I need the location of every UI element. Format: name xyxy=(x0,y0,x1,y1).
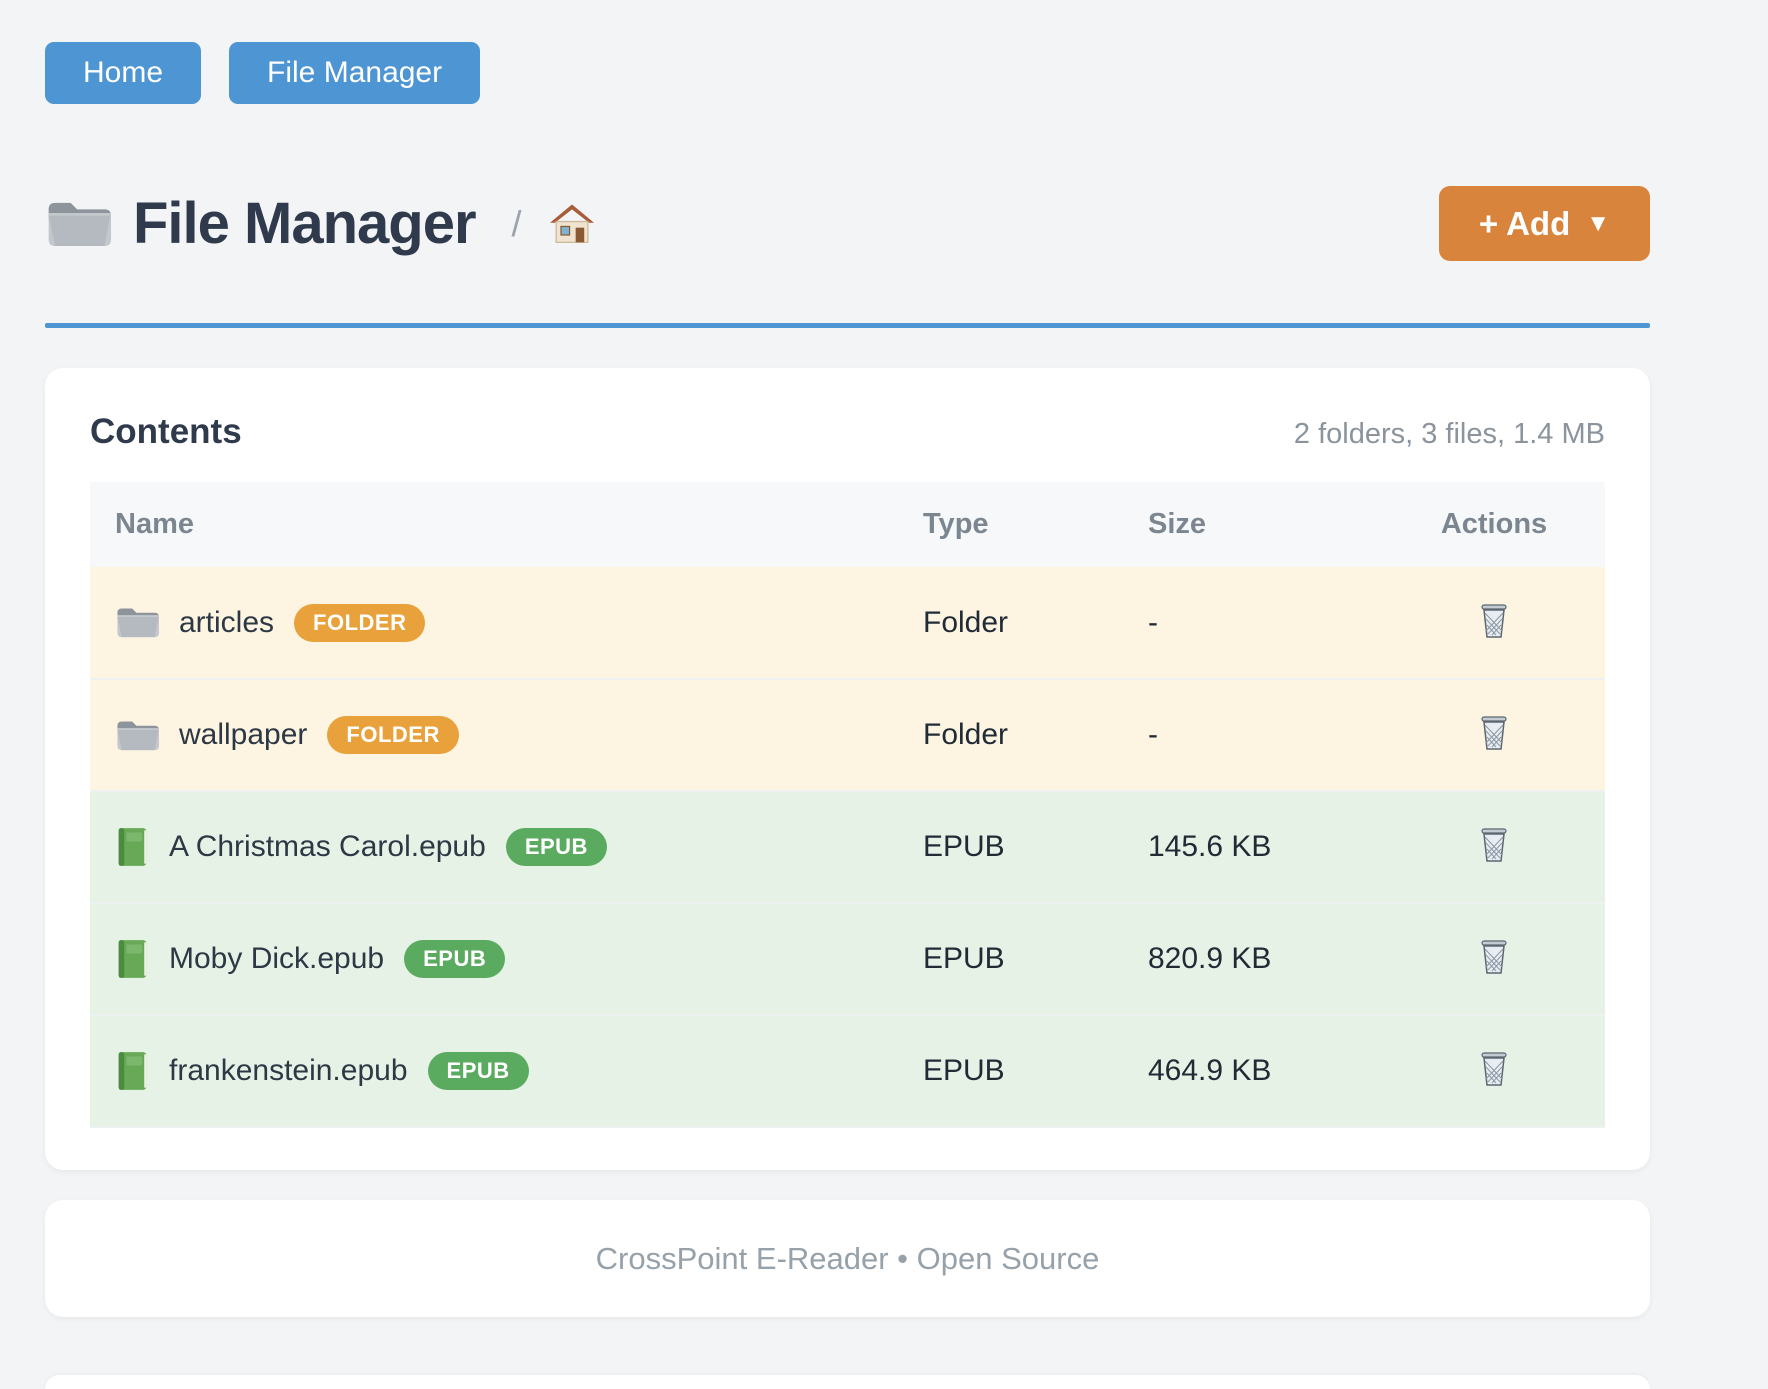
page: Home File Manager File Manager / xyxy=(45,0,1650,1389)
cell-size: 820.9 KB xyxy=(1148,903,1383,1015)
file-name-link[interactable]: frankenstein.epub xyxy=(169,1054,408,1087)
contents-summary: 2 folders, 3 files, 1.4 MB xyxy=(1293,418,1605,450)
table-row: A Christmas Carol.epub EPUB EPUB 145.6 KB xyxy=(90,791,1605,903)
header-divider xyxy=(45,323,1650,328)
type-badge: EPUB xyxy=(505,828,607,866)
top-nav: Home File Manager xyxy=(45,42,1650,104)
cell-size: 464.9 KB xyxy=(1148,1015,1383,1127)
trash-icon xyxy=(1478,1050,1510,1088)
column-header-name: Name xyxy=(90,482,923,567)
cell-actions xyxy=(1383,567,1605,679)
name-wrap: articles FOLDER xyxy=(115,603,923,642)
table-row: Moby Dick.epub EPUB EPUB 820.9 KB xyxy=(90,903,1605,1015)
delete-button[interactable] xyxy=(1474,934,1514,980)
add-button[interactable]: + Add ▼ xyxy=(1438,186,1650,261)
cell-type: Folder xyxy=(923,567,1148,679)
delete-button[interactable] xyxy=(1474,598,1514,644)
folder-icon xyxy=(115,717,159,754)
cell-size: 145.6 KB xyxy=(1148,791,1383,903)
type-badge: FOLDER xyxy=(327,716,459,754)
type-badge: FOLDER xyxy=(294,603,426,642)
name-wrap: A Christmas Carol.epub EPUB xyxy=(115,827,923,867)
folder-name-link[interactable]: articles xyxy=(179,605,275,639)
cell-name: A Christmas Carol.epub EPUB xyxy=(90,791,923,903)
cell-actions xyxy=(1383,679,1605,791)
table-row: wallpaper FOLDER Folder - xyxy=(90,679,1605,791)
folder-icon xyxy=(45,196,111,252)
type-badge: EPUB xyxy=(404,940,506,978)
cell-actions xyxy=(1383,1015,1605,1127)
cell-name: frankenstein.epub EPUB xyxy=(90,1015,923,1127)
cell-name: wallpaper FOLDER xyxy=(90,679,923,791)
name-wrap: wallpaper FOLDER xyxy=(115,716,923,754)
delete-button[interactable] xyxy=(1474,710,1514,756)
breadcrumb-separator: / xyxy=(511,202,522,244)
column-header-size: Size xyxy=(1148,482,1383,567)
file-name-link[interactable]: A Christmas Carol.epub xyxy=(169,830,486,863)
cell-actions xyxy=(1383,791,1605,903)
name-wrap: frankenstein.epub EPUB xyxy=(115,1051,923,1091)
footer-text: CrossPoint E-Reader • Open Source xyxy=(595,1240,1100,1276)
folder-icon xyxy=(115,604,159,641)
trash-icon xyxy=(1478,714,1510,752)
cell-type: EPUB xyxy=(923,903,1148,1015)
table-row: articles FOLDER Folder - xyxy=(90,567,1605,679)
trash-icon xyxy=(1478,938,1510,976)
trash-icon xyxy=(1478,602,1510,640)
cell-type: EPUB xyxy=(923,1015,1148,1127)
home-button[interactable]: Home xyxy=(45,42,202,104)
cell-size: - xyxy=(1148,679,1383,791)
file-name-link[interactable]: Moby Dick.epub xyxy=(169,942,385,975)
contents-card-header: Contents 2 folders, 3 files, 1.4 MB xyxy=(90,412,1605,452)
page-title: File Manager xyxy=(133,191,477,256)
folder-name-link[interactable]: wallpaper xyxy=(179,718,308,751)
cell-name: articles FOLDER xyxy=(90,567,923,679)
home-icon[interactable] xyxy=(549,203,594,245)
table-header-row: Name Type Size Actions xyxy=(90,482,1605,567)
contents-title: Contents xyxy=(90,412,242,451)
book-icon xyxy=(115,827,149,867)
footer-card: CrossPoint E-Reader • Open Source xyxy=(45,1200,1650,1317)
cell-actions xyxy=(1383,903,1605,1015)
cell-type: Folder xyxy=(923,679,1148,791)
type-badge: EPUB xyxy=(427,1052,529,1090)
book-icon xyxy=(115,1051,149,1091)
name-wrap: Moby Dick.epub EPUB xyxy=(115,939,923,979)
column-header-actions: Actions xyxy=(1383,482,1605,567)
cell-size: - xyxy=(1148,567,1383,679)
chevron-down-icon: ▼ xyxy=(1586,209,1610,237)
title-group: File Manager / xyxy=(45,190,594,257)
trash-icon xyxy=(1478,826,1510,864)
file-manager-button[interactable]: File Manager xyxy=(229,42,481,104)
cell-name: Moby Dick.epub EPUB xyxy=(90,903,923,1015)
contents-card: Contents 2 folders, 3 files, 1.4 MB Name… xyxy=(45,368,1650,1170)
next-card-edge xyxy=(45,1375,1650,1389)
page-header: File Manager / + Add ▼ xyxy=(45,186,1650,261)
book-icon xyxy=(115,939,149,979)
delete-button[interactable] xyxy=(1474,1046,1514,1092)
files-table: Name Type Size Actions articles FOLDER Fol… xyxy=(90,482,1605,1128)
add-button-label: + Add xyxy=(1478,204,1571,242)
cell-type: EPUB xyxy=(923,791,1148,903)
table-row: frankenstein.epub EPUB EPUB 464.9 KB xyxy=(90,1015,1605,1127)
column-header-type: Type xyxy=(923,482,1148,567)
delete-button[interactable] xyxy=(1474,822,1514,868)
